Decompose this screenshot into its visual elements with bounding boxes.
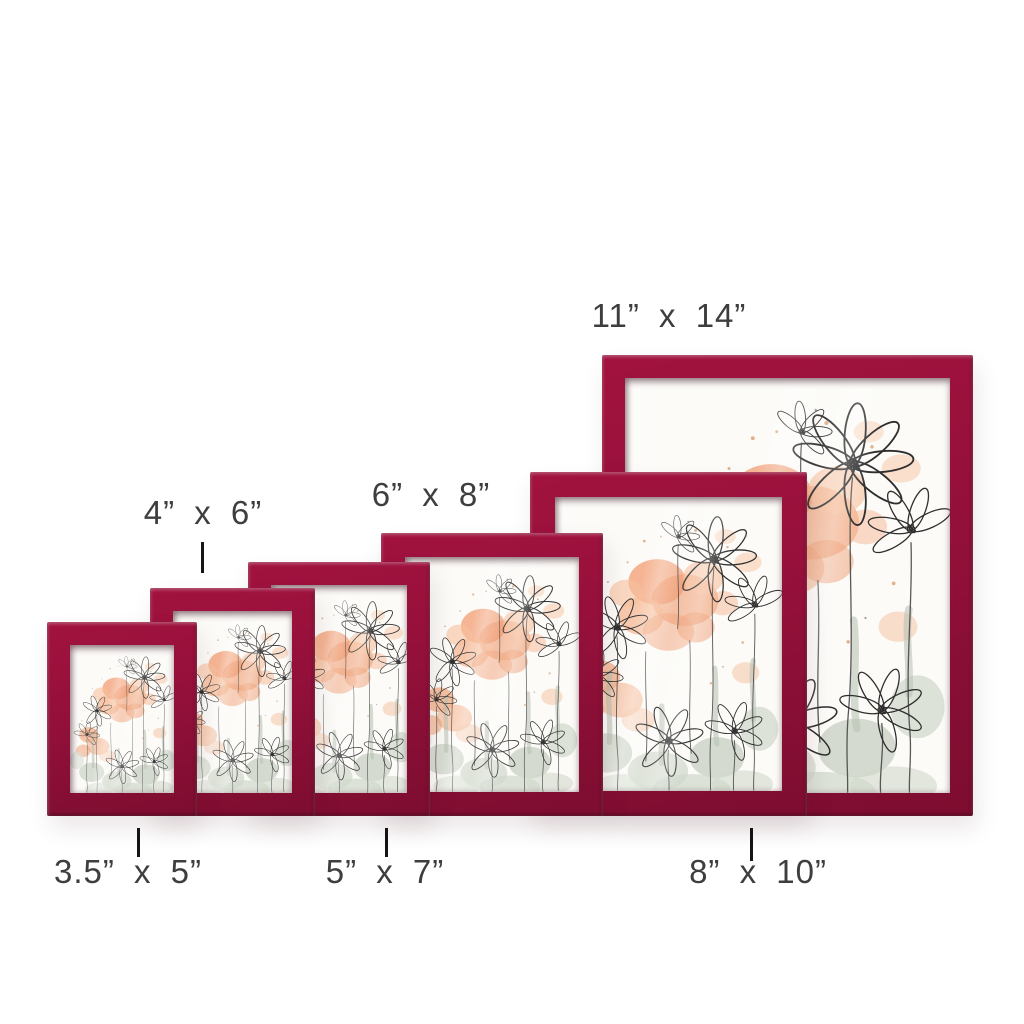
framed-artwork-3.5x5 <box>70 645 174 793</box>
tick-4x6 <box>201 542 204 573</box>
tick-5x7 <box>385 828 388 857</box>
frame-3.5x5 <box>47 622 197 816</box>
size-label-6x8: 6” x 8” <box>371 476 491 513</box>
framed-artwork-6x8 <box>405 557 579 792</box>
size-label-3.5x5: 3.5” x 5” <box>53 853 203 890</box>
size-label-8x10: 8” x 10” <box>689 853 827 890</box>
size-label-5x7: 5” x 7” <box>325 853 445 890</box>
size-label-4x6: 4” x 6” <box>143 494 263 531</box>
tick-3.5x5 <box>137 828 140 857</box>
size-label-11x14: 11” x 14” <box>591 297 747 334</box>
tick-8x10 <box>750 828 753 861</box>
